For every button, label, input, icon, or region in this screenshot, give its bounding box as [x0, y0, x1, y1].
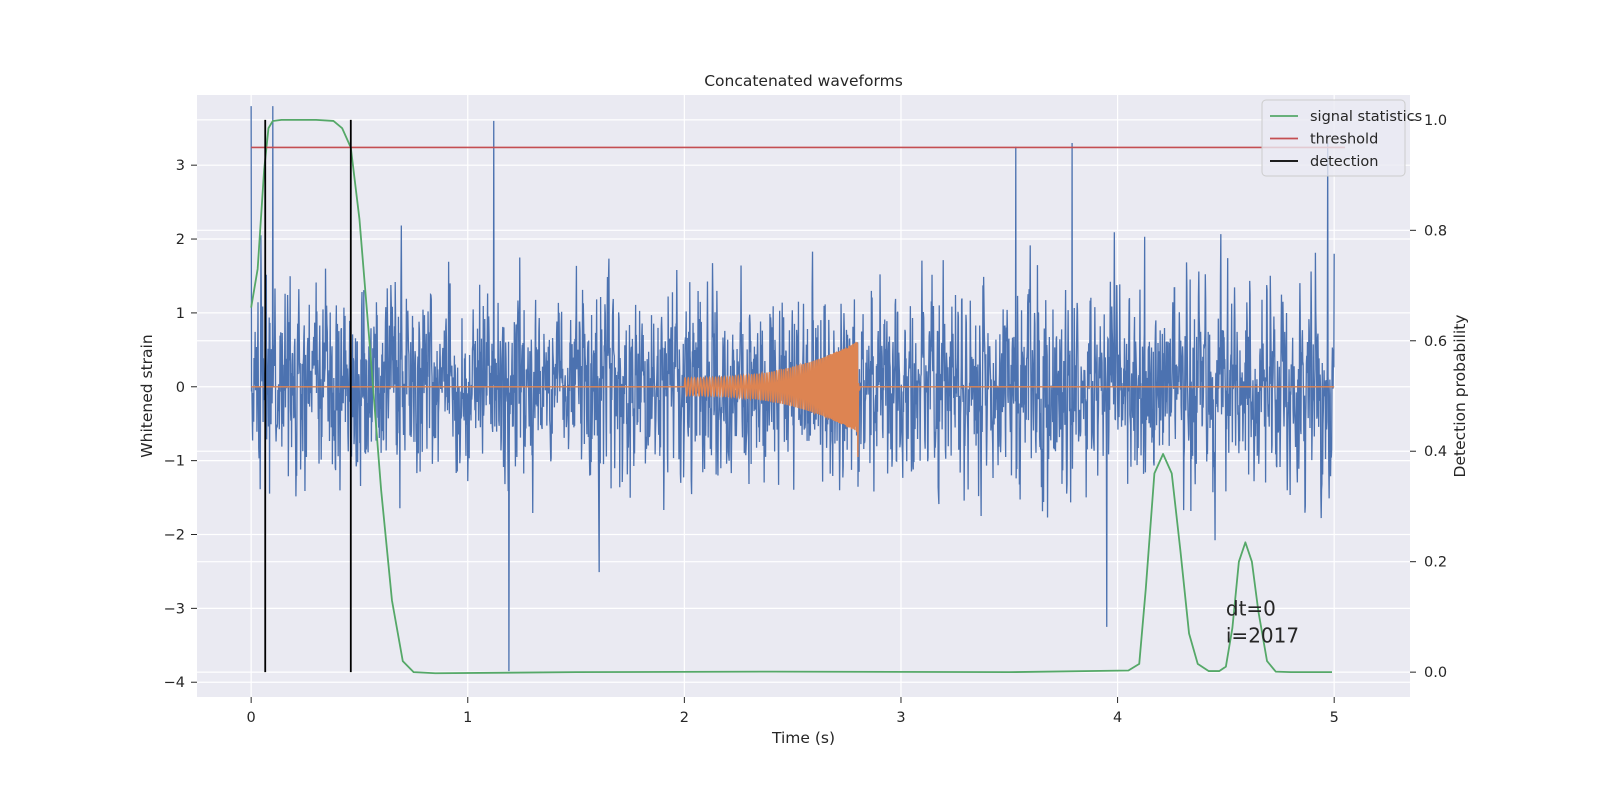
annotation-dt: dt=0 — [1226, 596, 1276, 620]
x-tick-label: 0 — [247, 710, 256, 726]
y2-tick-label: 0.0 — [1424, 665, 1447, 681]
y-tick-label: −3 — [164, 601, 185, 617]
y2-tick-label: 0.6 — [1424, 334, 1447, 350]
y-tick-label: −4 — [164, 675, 185, 691]
annotation-i: i=2017 — [1226, 624, 1299, 648]
y2-axis-label: Detection probability — [1451, 315, 1469, 478]
y2-tick-label: 0.8 — [1424, 223, 1447, 239]
x-tick-label: 5 — [1330, 710, 1339, 726]
y-tick-label: 1 — [176, 306, 185, 322]
x-tick-label: 2 — [680, 710, 689, 726]
x-axis-label: Time (s) — [771, 729, 835, 747]
y-tick-label: 0 — [176, 380, 185, 396]
legend-box — [1261, 99, 1406, 177]
y2-tick-label: 1.0 — [1424, 113, 1447, 129]
plot-content — [250, 106, 1346, 675]
series-whitened-strain — [250, 106, 1335, 672]
x-tick-label: 3 — [896, 710, 905, 726]
legend-label-threshold: threshold — [1310, 132, 1378, 148]
legend-label-signal-statistics: signal statistics — [1310, 109, 1422, 125]
legend: signal statistics threshold detection — [1261, 99, 1422, 177]
ticks: 0 1 2 3 4 5 −4 −3 −2 −1 0 1 2 3 0.0 0.2 0.4 0.6 0.8 1.0 — [164, 113, 1447, 726]
legend-label-detection: detection — [1310, 154, 1378, 170]
y-tick-label: 2 — [176, 232, 185, 248]
x-tick-label: 4 — [1113, 710, 1122, 726]
y2-tick-label: 0.2 — [1424, 555, 1447, 571]
y-axis-label: Whitened strain — [138, 334, 156, 457]
y2-tick-label: 0.4 — [1424, 444, 1447, 460]
chart-title: Concatenated waveforms — [704, 72, 903, 90]
y-tick-label: 3 — [176, 158, 185, 174]
series-signal-statistics — [250, 118, 1333, 675]
x-tick-label: 1 — [463, 710, 472, 726]
annotations: dt=0 i=2017 — [1226, 596, 1299, 647]
y-tick-label: −1 — [164, 454, 185, 470]
series-template — [251, 341, 1335, 457]
y-tick-label: −2 — [164, 527, 185, 543]
